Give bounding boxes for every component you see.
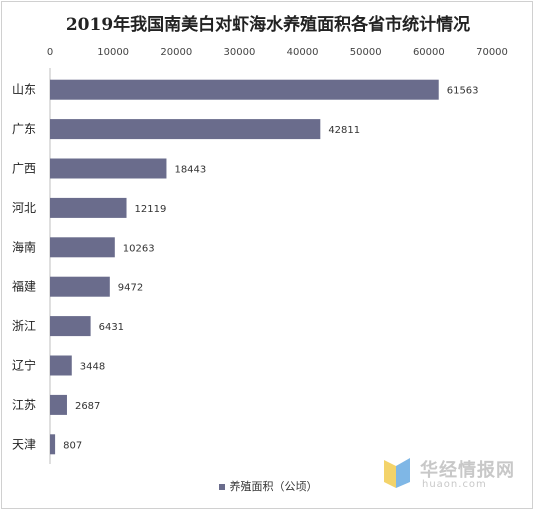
data-label: 61563 — [447, 86, 479, 97]
huajing-logo-icon — [384, 458, 410, 488]
legend-label: 养殖面积（公顷） — [229, 480, 318, 493]
data-label: 2687 — [75, 401, 100, 412]
category-label: 广东 — [12, 122, 36, 136]
data-label: 9472 — [118, 283, 143, 294]
category-label: 福建 — [12, 279, 36, 294]
bar — [50, 394, 67, 415]
x-tick-label: 50000 — [350, 47, 382, 58]
bar — [50, 158, 167, 179]
data-label: 12119 — [135, 204, 167, 215]
x-tick-label: 60000 — [413, 47, 445, 58]
legend: 养殖面积（公顷） — [0, 478, 536, 494]
data-label: 3448 — [80, 362, 105, 373]
x-tick-label: 30000 — [224, 47, 256, 58]
category-label: 广西 — [12, 162, 36, 176]
data-label: 807 — [63, 440, 82, 451]
bar — [50, 355, 72, 376]
category-label: 海南 — [12, 239, 36, 254]
chart-title: 2019年我国南美白对虾海水养殖面积各省市统计情况 — [65, 15, 471, 35]
category-label: 山东 — [12, 83, 36, 97]
x-tick-label: 10000 — [97, 47, 129, 58]
bar — [50, 237, 115, 258]
x-tick-label: 20000 — [160, 47, 192, 58]
watermark: 华经情报网 huaon.com — [382, 454, 532, 494]
bar — [50, 276, 110, 297]
bar — [50, 119, 321, 140]
category-label: 浙江 — [12, 319, 36, 333]
x-tick-label: 0 — [47, 47, 53, 58]
data-label: 42811 — [328, 125, 360, 136]
category-label: 辽宁 — [12, 358, 36, 373]
data-label: 18443 — [174, 165, 206, 176]
category-label: 江苏 — [12, 398, 36, 412]
category-label: 河北 — [12, 201, 36, 215]
data-label: 10263 — [123, 243, 155, 254]
x-tick-label: 40000 — [287, 47, 319, 58]
category-label: 天津 — [12, 437, 36, 451]
legend-swatch — [218, 484, 225, 490]
bar — [50, 316, 91, 337]
bar — [50, 197, 127, 218]
watermark-name: 华经情报网 — [420, 460, 515, 481]
bar — [50, 434, 56, 455]
watermark-url: huaon.com — [422, 479, 487, 490]
data-label: 6431 — [99, 322, 124, 333]
bar — [50, 79, 439, 100]
x-tick-label: 70000 — [476, 47, 508, 58]
